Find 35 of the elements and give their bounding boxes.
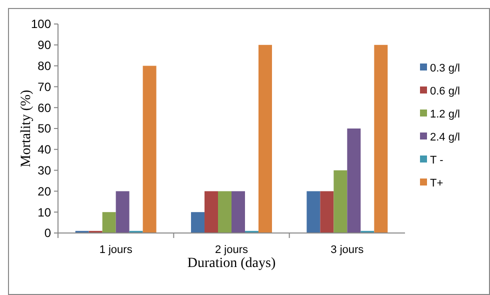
bar — [306, 191, 320, 233]
bar — [102, 212, 116, 233]
legend-label: 0.3 g/l — [430, 62, 460, 74]
bar — [116, 191, 130, 233]
bar — [232, 191, 245, 233]
y-axis-title: Mortality (%) — [19, 89, 34, 168]
bar — [334, 170, 348, 233]
bar — [191, 212, 205, 233]
y-tick-label: 100 — [30, 17, 52, 32]
legend-label: T - — [430, 154, 444, 166]
x-tick-label: 3 jours — [330, 244, 364, 256]
x-tick-label: 1 jours — [99, 244, 133, 256]
x-axis-title: Duration (days) — [187, 256, 276, 271]
y-tick-label: 60 — [38, 100, 52, 115]
bar — [218, 191, 232, 233]
y-tick-label: 10 — [38, 205, 52, 220]
y-tick-label: 40 — [38, 142, 52, 157]
y-tick-label: 0 — [44, 226, 52, 240]
legend-label: 0.6 g/l — [430, 85, 460, 98]
y-tick-label: 80 — [38, 59, 52, 73]
y-tick-label: 70 — [38, 80, 52, 94]
legend-label: T+ — [430, 177, 444, 190]
y-tick-label: 90 — [38, 38, 52, 52]
bar — [347, 128, 361, 233]
y-tick-label: 30 — [38, 164, 52, 178]
bar — [142, 66, 156, 233]
bar — [374, 44, 388, 233]
bar — [204, 191, 218, 233]
y-tick-label: 20 — [38, 184, 52, 198]
legend-label: 1.2 g/l — [430, 108, 460, 120]
legend-label: 2.4 g/l — [430, 131, 460, 144]
bar — [320, 191, 334, 233]
x-tick-label: 2 jours — [214, 244, 248, 256]
y-tick-label: 50 — [38, 122, 52, 136]
bar — [258, 44, 272, 233]
